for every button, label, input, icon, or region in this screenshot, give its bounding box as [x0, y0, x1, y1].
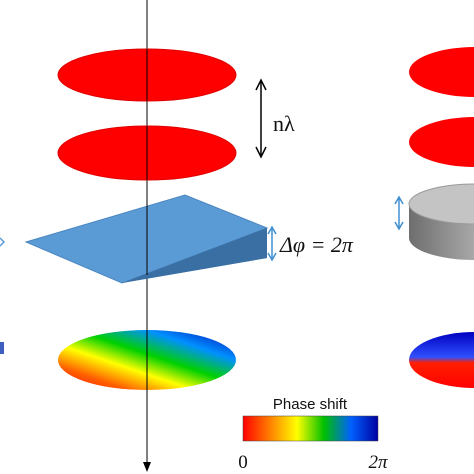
optical-axis-arrowhead — [143, 462, 151, 472]
wavelength-arrow-head-top — [255, 78, 267, 91]
phase-step-arrow-head-top — [267, 225, 277, 235]
colorbar-min-label: 0 — [238, 452, 248, 473]
left-edge-mark — [0, 237, 6, 247]
cylinder-top — [408, 183, 474, 225]
phase-step-label: Δφ = 2π — [279, 232, 354, 257]
colorbar-max-label: 2π — [368, 452, 388, 473]
colorbar-title: Phase shift — [273, 396, 348, 413]
phase-step-arrow-head-bottom — [267, 252, 277, 262]
right-wavefront-disk-middle — [409, 117, 474, 167]
cylinder-step-arrow-head-top — [394, 195, 404, 205]
left-edge-tick — [0, 342, 4, 354]
right-phase-disk — [409, 332, 474, 388]
wavelength-arrow-head-bottom — [255, 146, 267, 159]
colorbar — [242, 415, 379, 442]
cylinder-step-arrow-head-bottom — [394, 221, 404, 231]
right-wavefront-disk-top — [409, 47, 474, 97]
wedge-front-face — [122, 228, 267, 283]
wavelength-label: nλ — [273, 111, 295, 136]
